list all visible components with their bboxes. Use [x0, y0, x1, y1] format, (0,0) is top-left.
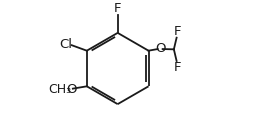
- Text: F: F: [173, 25, 181, 38]
- Text: O: O: [155, 42, 165, 55]
- Text: O: O: [66, 83, 76, 95]
- Text: F: F: [114, 2, 121, 15]
- Text: Cl: Cl: [59, 38, 72, 51]
- Text: F: F: [173, 61, 181, 74]
- Text: CH₃: CH₃: [49, 83, 72, 95]
